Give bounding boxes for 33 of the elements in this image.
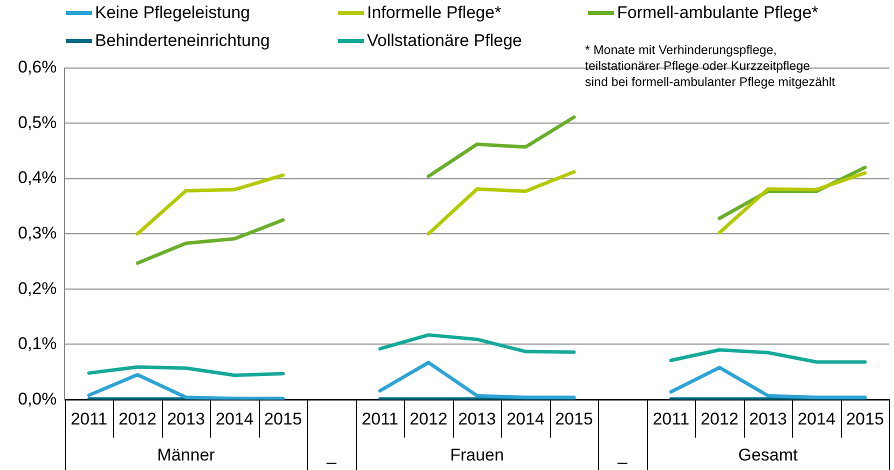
y-tick-label: 0,1% [18, 334, 57, 354]
x-tick-label: 2015 [846, 409, 884, 428]
legend-label: Behinderteneinrichtung [95, 31, 270, 51]
text: Frauen [450, 446, 504, 465]
y-tick-label: 0,0% [18, 389, 57, 408]
y-tick-label: 0,6% [18, 58, 57, 77]
annotation: * Monate mit Verhinderungspflege, teilstationärer Pflege oder Kurzzeitpflege sind bei formell-ambulanter Pflege mitgezählt [585, 42, 836, 90]
y-tick-label: 0,4% [18, 168, 57, 188]
x-tick-label: 2011 [70, 409, 108, 428]
legend-label: Informelle Pflege* [367, 3, 502, 23]
x-tick-label: 2012 [700, 409, 738, 428]
x-tick-label: 2015 [264, 409, 302, 428]
x-tick-label: 2014 [798, 409, 836, 428]
x-tick-label: 2014 [216, 409, 254, 428]
legend-label: Formell-ambulante Pflege* [617, 3, 818, 23]
x-tick-label: 2015 [555, 409, 593, 428]
x-tick-label: 2014 [506, 409, 544, 428]
text: Gesamt [738, 446, 798, 465]
x-tick-label: 2013 [458, 409, 496, 428]
x-tick-label: 2011 [652, 409, 690, 428]
y-tick-label: 0,5% [18, 112, 57, 132]
x-tick-label: 2012 [410, 409, 448, 428]
legend-label: Keine Pflegeleistung [95, 3, 250, 23]
x-tick-label: 2011 [362, 409, 398, 428]
text: Männer [157, 446, 216, 465]
x-tick-label: 2013 [749, 409, 787, 428]
text: _ [616, 446, 628, 465]
x-tick-label: 2012 [118, 409, 156, 428]
text: _ [326, 446, 337, 465]
y-tick-label: 0,3% [18, 223, 57, 242]
x-tick-label: 2013 [167, 409, 205, 428]
legend-label: Vollstationäre Pflege [367, 31, 522, 51]
y-tick-label: 0,2% [18, 278, 57, 298]
